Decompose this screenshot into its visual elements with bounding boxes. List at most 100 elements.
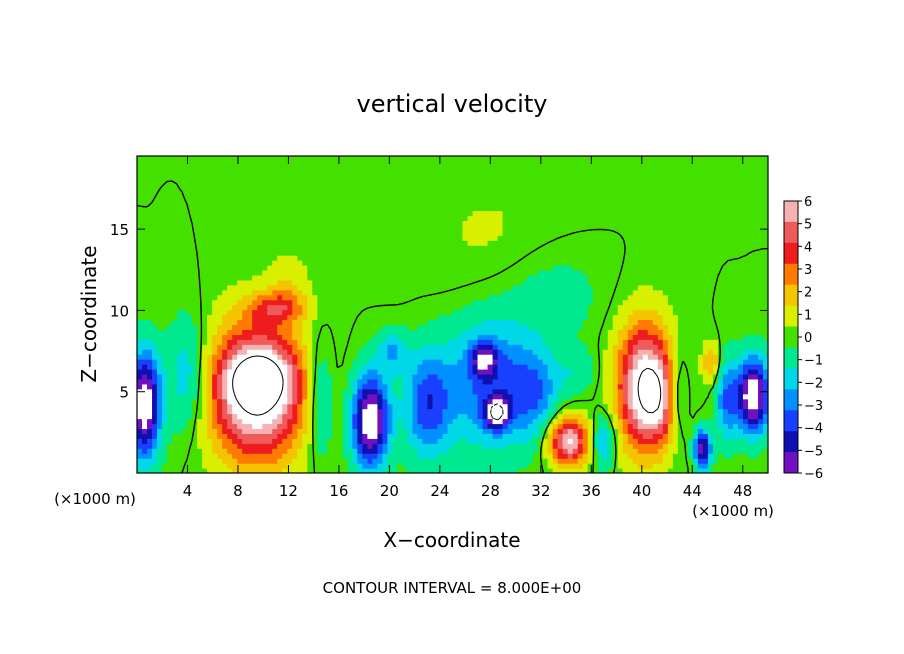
heatmap-cell (517, 309, 524, 316)
heatmap-cell (642, 324, 649, 330)
heatmap-cell (482, 304, 489, 311)
heatmap-cell (557, 398, 564, 405)
heatmap-cell (702, 418, 709, 425)
heatmap-cell (392, 448, 399, 454)
heatmap-cell (547, 359, 554, 365)
heatmap-cell (657, 463, 664, 469)
heatmap-cell (412, 383, 419, 390)
heatmap-cell (257, 334, 263, 340)
heatmap-cell (507, 448, 514, 454)
heatmap-cell (272, 329, 278, 335)
heatmap-cell (317, 408, 323, 415)
heatmap-cell (707, 413, 714, 420)
heatmap-cell (392, 319, 399, 325)
heatmap-cell (327, 403, 333, 410)
heatmap-cell (157, 354, 163, 360)
heatmap-cell (742, 344, 749, 350)
heatmap-cell (372, 403, 378, 410)
heatmap-cell (352, 463, 358, 469)
heatmap-cell (187, 339, 193, 345)
heatmap-cell (577, 393, 584, 400)
heatmap-cell (582, 349, 589, 355)
heatmap-cell (472, 418, 479, 425)
heatmap-cell (277, 403, 283, 410)
heatmap-cell (682, 403, 689, 410)
heatmap-cell (142, 324, 148, 330)
heatmap-cell (437, 423, 444, 430)
heatmap-cell (372, 354, 378, 360)
heatmap-cell (267, 383, 273, 390)
heatmap-cell (707, 304, 714, 311)
heatmap-cell (292, 319, 298, 325)
heatmap-cell (547, 468, 554, 473)
heatmap-cell (467, 373, 474, 380)
heatmap-cell (307, 304, 313, 311)
heatmap-cell (602, 378, 609, 385)
heatmap-cell (592, 289, 599, 296)
heatmap-cell (507, 403, 514, 410)
heatmap-cell (247, 438, 253, 444)
heatmap-cell (582, 458, 589, 464)
heatmap-cell (442, 438, 449, 444)
heatmap-cell (632, 349, 639, 355)
heatmap-cell (387, 284, 394, 291)
heatmap-cell (607, 334, 614, 340)
heatmap-cell (422, 408, 429, 415)
heatmap-cell (212, 349, 218, 355)
heatmap-cell (657, 359, 664, 365)
heatmap-cell (557, 373, 564, 380)
heatmap-cell (712, 433, 719, 439)
heatmap-cell (327, 304, 333, 311)
heatmap-cell (147, 433, 153, 439)
heatmap-cell (667, 423, 674, 430)
heatmap-cell (762, 304, 768, 311)
heatmap-cell (287, 448, 293, 454)
heatmap-cell (647, 438, 654, 444)
heatmap-cell (522, 458, 529, 464)
heatmap-cell (267, 344, 273, 350)
heatmap-cell (367, 458, 373, 464)
heatmap-cell (422, 448, 429, 454)
heatmap-cell (317, 289, 323, 296)
heatmap-cell (712, 388, 719, 395)
heatmap-cell (442, 304, 449, 311)
heatmap-cell (247, 354, 253, 360)
heatmap-cell (307, 398, 313, 405)
heatmap-cell (537, 368, 544, 375)
heatmap-cell (432, 398, 439, 405)
heatmap-cell (327, 368, 333, 375)
heatmap-cell (582, 393, 589, 400)
heatmap-cell (212, 403, 218, 410)
heatmap-cell (192, 364, 198, 370)
heatmap-cell (507, 418, 514, 425)
heatmap-cell (337, 279, 343, 286)
heatmap-cell (227, 334, 233, 340)
heatmap-cell (177, 403, 183, 410)
heatmap-cell (647, 314, 654, 321)
heatmap-cell (757, 299, 764, 306)
heatmap-cell (322, 344, 328, 350)
heatmap-cell (617, 398, 624, 405)
heatmap-cell (292, 458, 298, 464)
heatmap-cell (577, 448, 584, 454)
heatmap-cell (222, 388, 228, 395)
heatmap-cell (527, 334, 534, 340)
heatmap-cell (622, 334, 629, 340)
heatmap-cell (162, 443, 168, 449)
heatmap-cell (302, 344, 308, 350)
heatmap-cell (747, 433, 754, 439)
heatmap-cell (407, 408, 414, 415)
heatmap-cell (447, 368, 454, 375)
heatmap-cell (512, 423, 519, 430)
heatmap-cell (327, 279, 333, 286)
heatmap-cell (157, 448, 163, 454)
heatmap-cell (167, 453, 173, 459)
heatmap-cell (587, 378, 594, 385)
heatmap-cell (587, 413, 594, 420)
heatmap-cell (612, 349, 619, 355)
heatmap-cell (177, 423, 183, 430)
heatmap-cell (537, 349, 544, 355)
heatmap-cell (287, 344, 293, 350)
heatmap-cell (537, 413, 544, 420)
heatmap-cell (592, 354, 599, 360)
